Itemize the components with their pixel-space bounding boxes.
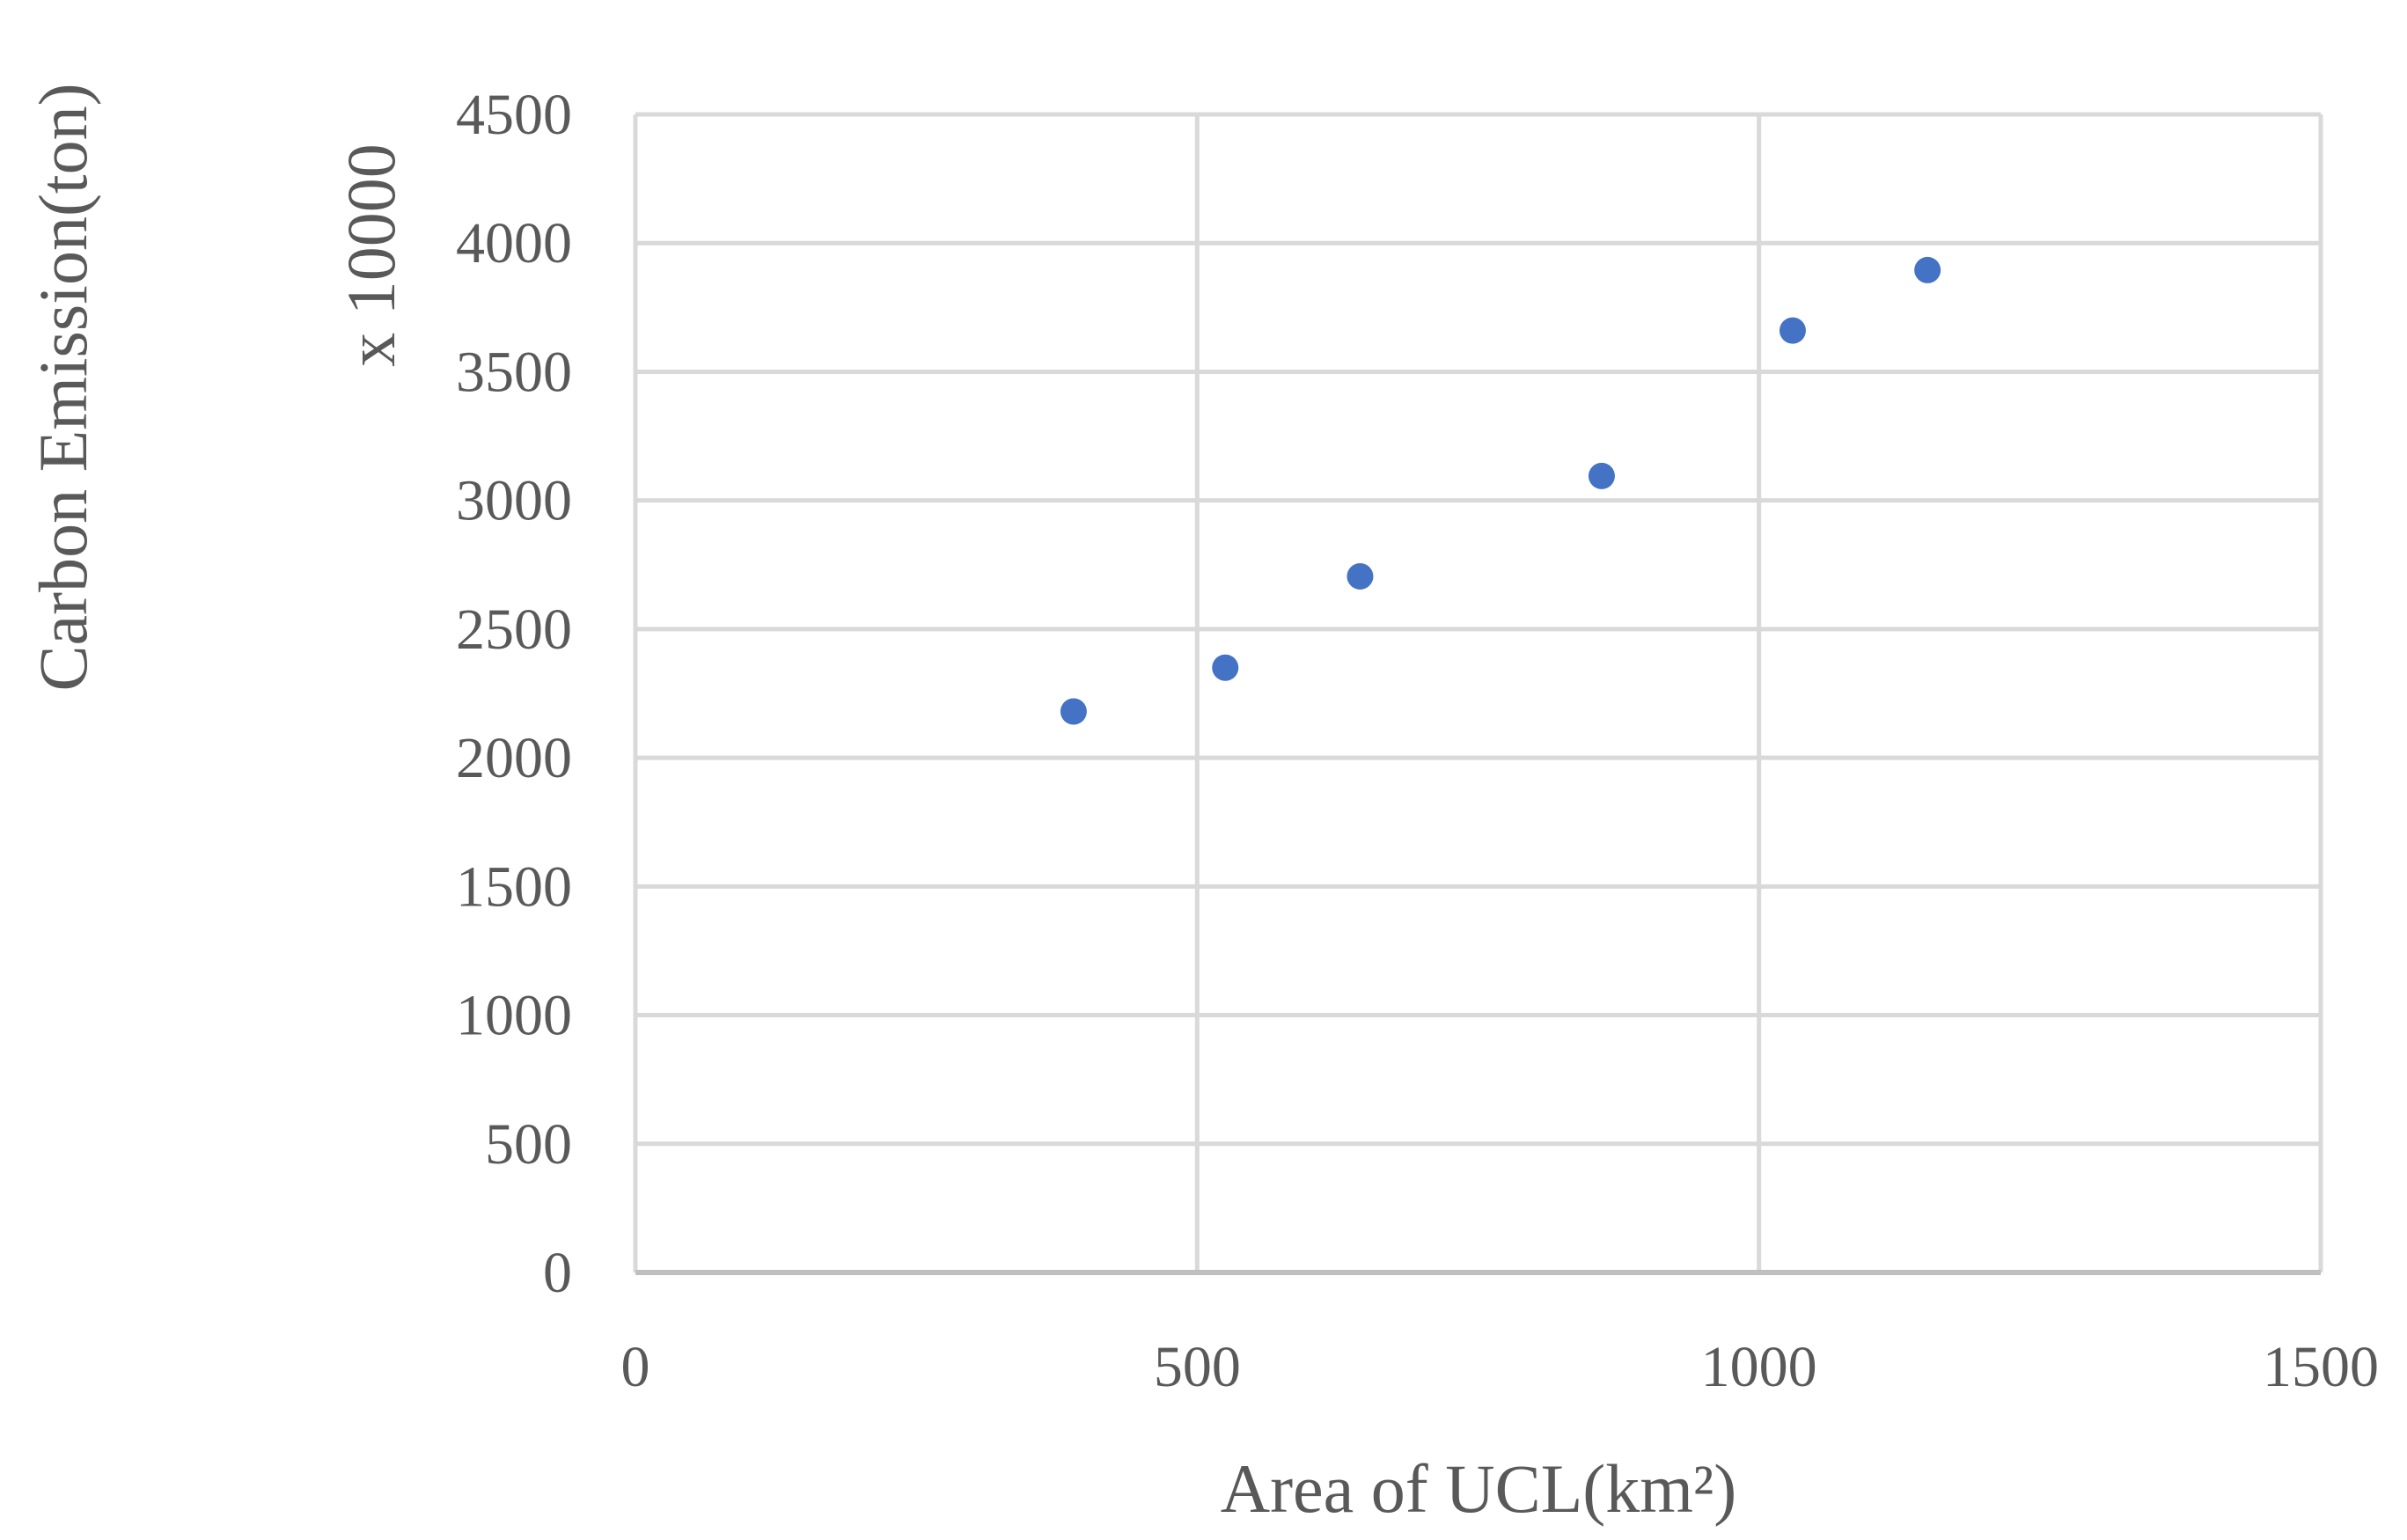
data-point <box>1914 256 1941 283</box>
data-points <box>1060 256 1941 725</box>
x-axis-title: Area of UCL(km²) <box>1221 1450 1737 1527</box>
tick-labels: 0 500 1000 1500 2000 2500 3000 3500 4000 4500 0 500… <box>456 83 2379 1399</box>
y-tick-label: 1500 <box>456 854 572 919</box>
x-tick-label: 0 <box>621 1335 650 1399</box>
y-axis-title: Carbon Emission(ton) <box>25 83 101 691</box>
y-tick-label: 2500 <box>456 598 572 662</box>
x-tick-label: 1500 <box>2263 1335 2379 1399</box>
y-tick-label: 4000 <box>456 211 572 275</box>
data-point <box>1779 317 1806 344</box>
data-point <box>1060 698 1087 725</box>
y-tick-label: 1000 <box>456 984 572 1048</box>
grid <box>633 112 2323 1272</box>
data-point <box>1588 462 1615 489</box>
x-tick-label: 1000 <box>1701 1335 1817 1399</box>
y-tick-label: 3500 <box>456 340 572 404</box>
x-tick-label: 500 <box>1154 1335 1241 1399</box>
y-tick-label: 500 <box>485 1112 572 1177</box>
y-tick-label: 2000 <box>456 726 572 790</box>
data-point <box>1212 654 1239 681</box>
y-tick-label: 4500 <box>456 83 572 147</box>
y-axis-multiplier: x 10000 <box>333 143 409 367</box>
y-tick-label: 3000 <box>456 469 572 533</box>
data-point <box>1347 562 1374 590</box>
y-tick-label: 0 <box>543 1241 572 1305</box>
